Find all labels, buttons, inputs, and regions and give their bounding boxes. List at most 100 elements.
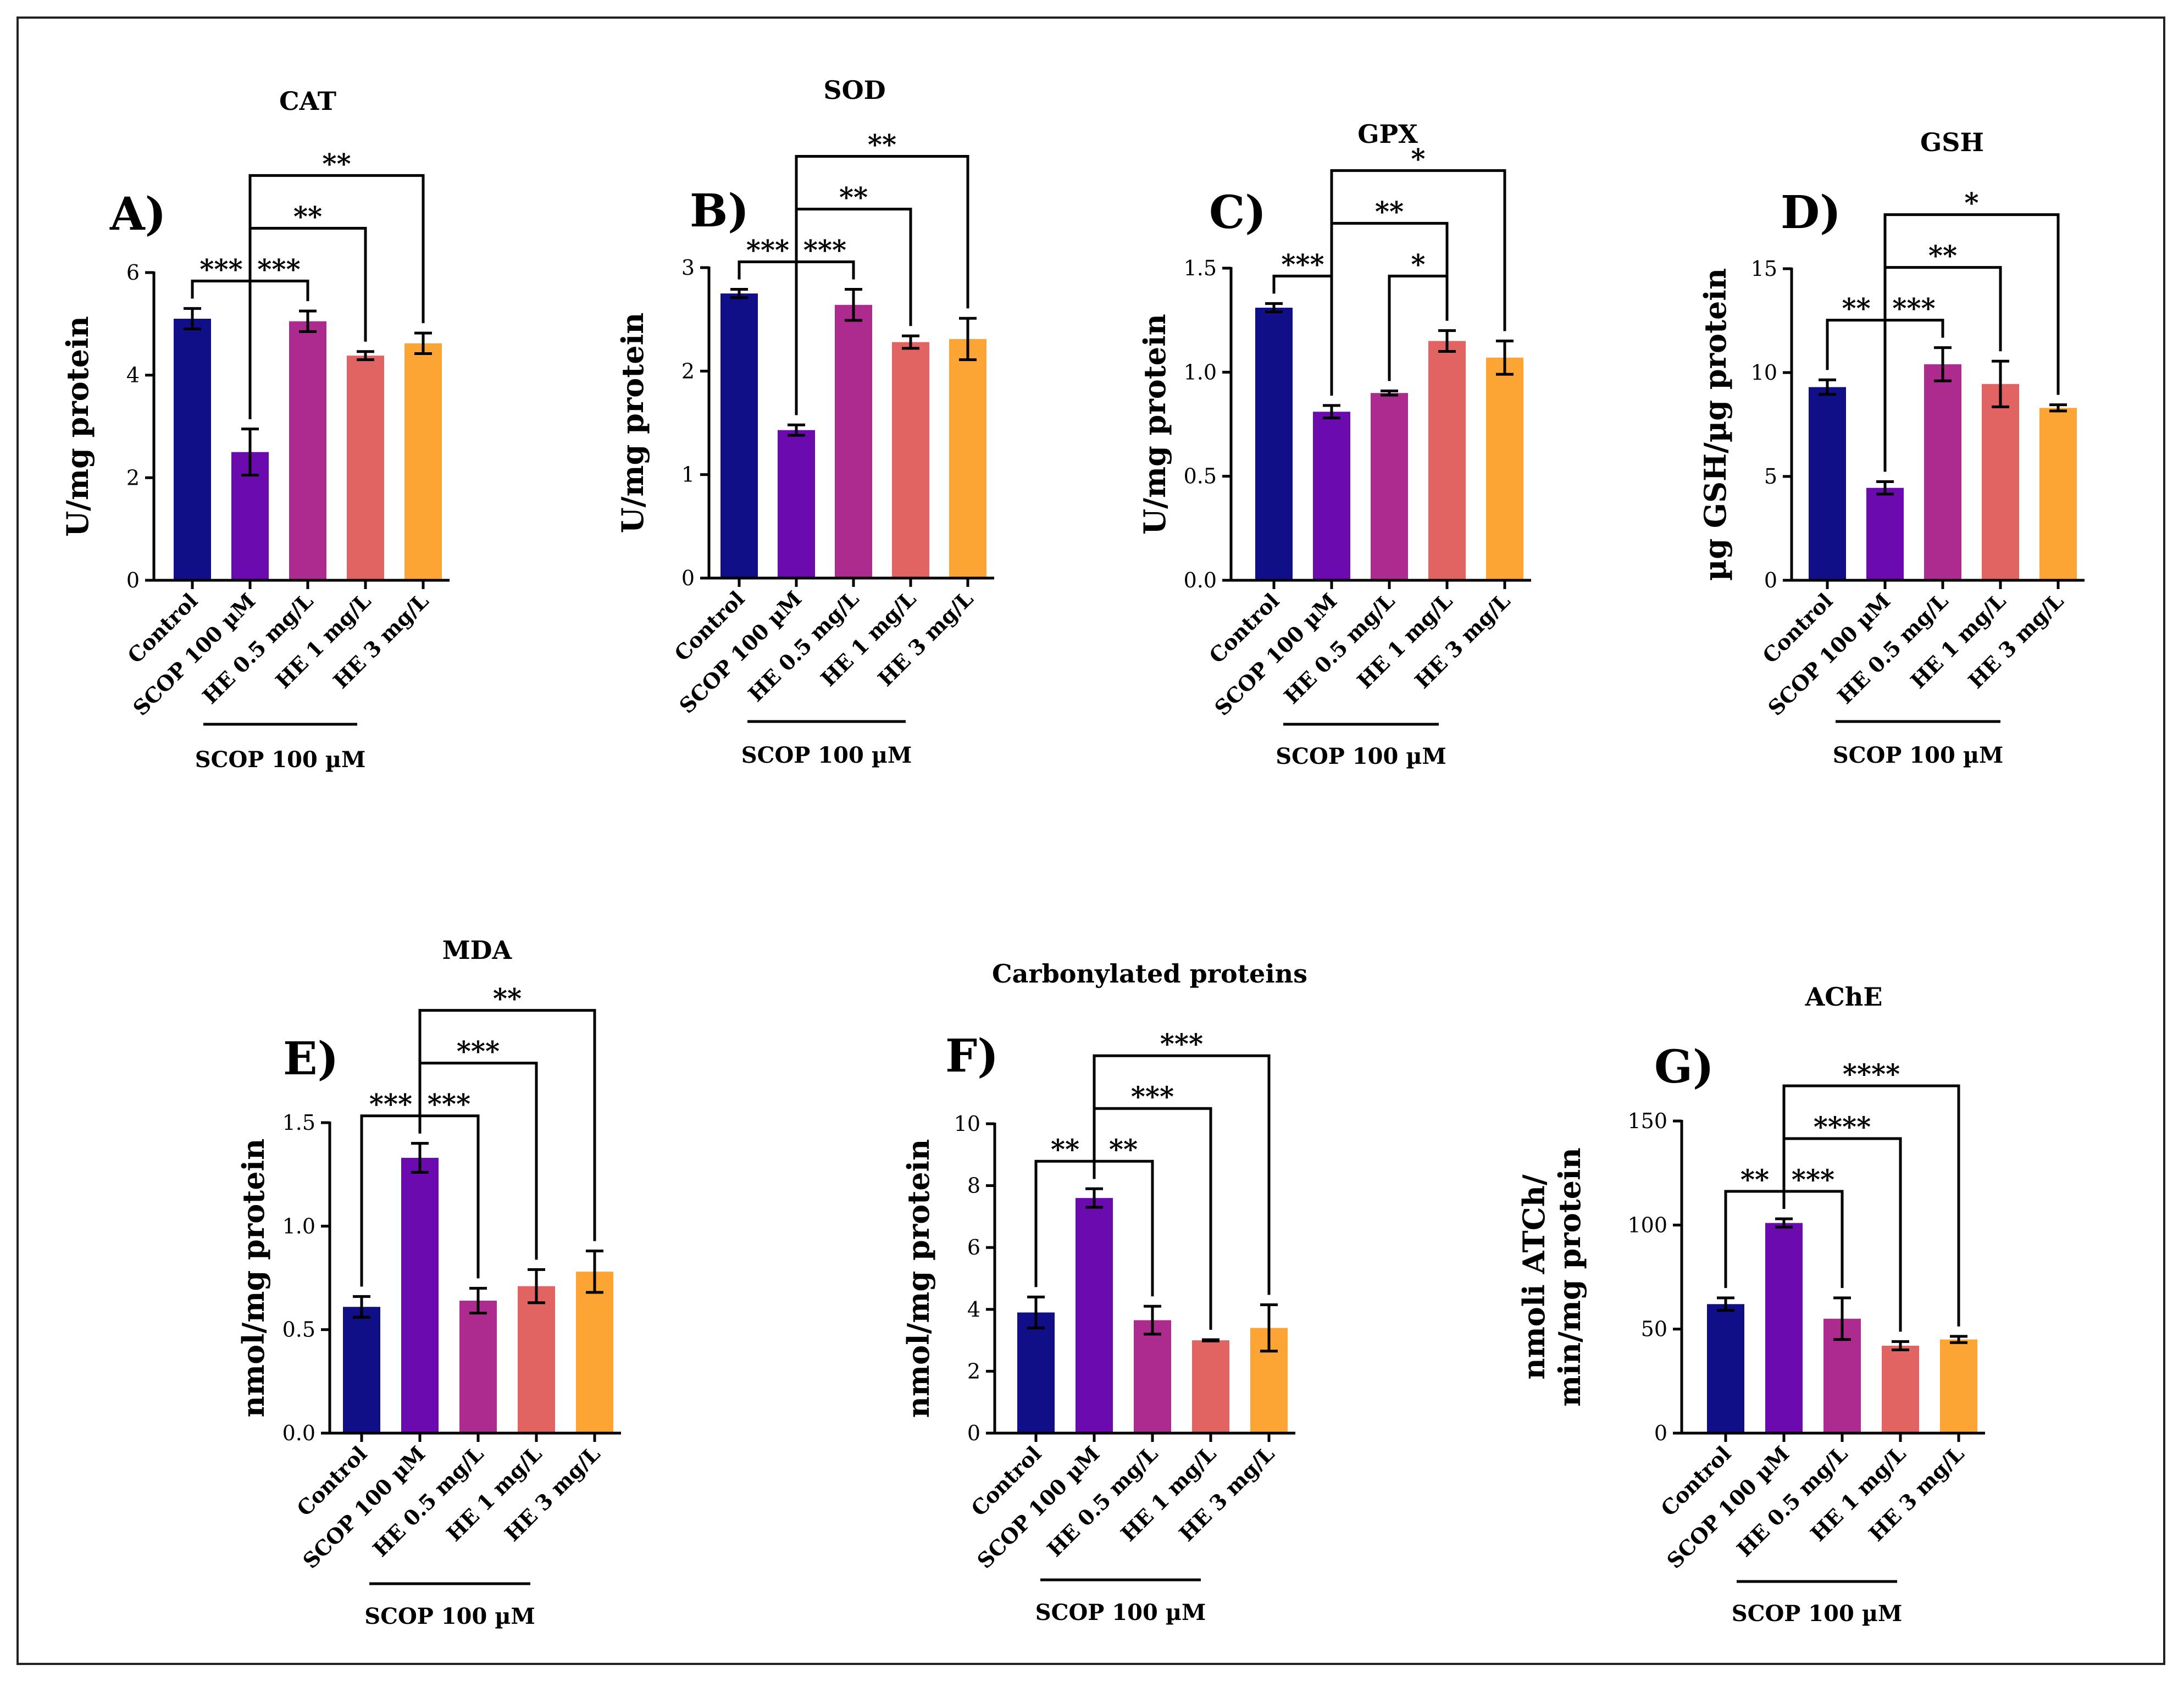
- significance-label: **: [322, 147, 351, 180]
- bar-4: [2039, 408, 2077, 580]
- significance-label: **: [293, 200, 322, 232]
- group-label: SCOP 100 µM: [1276, 743, 1446, 769]
- significance-label: **: [1051, 1133, 1079, 1166]
- bar-3: [1882, 1345, 1919, 1433]
- y-tick-label: 6: [126, 260, 140, 285]
- panel-letter: B): [690, 185, 749, 237]
- y-tick-label: 5: [1764, 464, 1777, 489]
- y-axis-label: U/mg protein: [60, 316, 95, 537]
- chart-title: GSH: [1920, 127, 1984, 157]
- bar-2: [289, 321, 326, 580]
- group-label: SCOP 100 µM: [1833, 742, 2004, 768]
- bar-1: [1765, 1223, 1803, 1433]
- significance-label: ***: [1160, 1028, 1203, 1060]
- y-axis-label: nmol/mg protein: [236, 1139, 271, 1418]
- y-axis-label: nmoli ATCh/: [1516, 1174, 1551, 1380]
- bar-0: [174, 319, 211, 580]
- significance-label: ***: [199, 253, 242, 285]
- significance-label: **: [868, 129, 896, 161]
- significance-label: ***: [1281, 248, 1324, 280]
- significance-label: ****: [1843, 1058, 1900, 1090]
- chart-title: MDA: [442, 935, 513, 965]
- group-label: SCOP 100 µM: [1732, 1601, 1903, 1627]
- group-label: SCOP 100 µM: [364, 1603, 535, 1629]
- y-tick-label: 0: [681, 566, 695, 590]
- bar-3: [518, 1286, 555, 1433]
- panel-letter: G): [1654, 1041, 1714, 1094]
- y-tick-label: 3: [681, 256, 695, 280]
- y-axis-label: U/mg protein: [615, 313, 650, 534]
- y-tick-label: 0: [967, 1421, 980, 1445]
- y-tick-label: 2: [681, 359, 695, 383]
- significance-label: ***: [1792, 1163, 1834, 1196]
- significance-bracket: [1093, 1054, 1271, 1295]
- panel-letter: A): [109, 188, 166, 241]
- chart-title: GPX: [1357, 119, 1418, 149]
- y-tick-label: 4: [126, 363, 140, 387]
- bar-3: [347, 356, 384, 580]
- y-tick-label: 1.0: [1184, 360, 1217, 384]
- bar-1: [778, 430, 815, 578]
- group-label: SCOP 100 µM: [195, 747, 366, 773]
- significance-label: ***: [257, 253, 300, 285]
- bar-0: [1707, 1304, 1744, 1433]
- significance-label: ***: [457, 1035, 500, 1068]
- significance-label: *: [1964, 187, 1978, 219]
- bar-1: [1866, 487, 1904, 580]
- significance-label: **: [1375, 195, 1404, 227]
- bar-2: [1924, 364, 1961, 580]
- y-axis-label: U/mg protein: [1137, 314, 1172, 535]
- significance-label: ***: [1892, 292, 1935, 325]
- y-tick-label: 15: [1751, 257, 1777, 281]
- bar-0: [343, 1307, 380, 1433]
- significance-label: **: [1109, 1133, 1138, 1166]
- bar-0: [1809, 387, 1846, 580]
- y-tick-label: 6: [967, 1235, 980, 1259]
- bar-2: [1134, 1320, 1171, 1433]
- panel-letter: C): [1209, 186, 1266, 239]
- y-tick-label: 10: [1751, 360, 1777, 385]
- y-tick-label: 1: [681, 463, 695, 487]
- chart-title: Carbonylated proteins: [992, 959, 1307, 989]
- panel-letter: F): [945, 1030, 999, 1083]
- figure-border: [16, 16, 2165, 1665]
- bar-2: [459, 1300, 497, 1433]
- bar-0: [1255, 307, 1293, 580]
- significance-bracket: [1782, 1084, 1960, 1327]
- y-tick-label: 0: [1654, 1421, 1667, 1445]
- y-tick-label: 1.0: [282, 1214, 315, 1238]
- significance-label: ***: [1131, 1080, 1174, 1113]
- y-tick-label: 2: [967, 1359, 980, 1383]
- panel-letter: E): [283, 1033, 339, 1085]
- y-tick-label: 150: [1627, 1109, 1667, 1133]
- bar-1: [1076, 1198, 1113, 1433]
- bar-3: [1192, 1340, 1229, 1433]
- y-tick-label: 1.5: [282, 1111, 315, 1135]
- chart-title: CAT: [279, 86, 336, 116]
- significance-bracket: [418, 1009, 596, 1241]
- chart-title: AChE: [1805, 982, 1883, 1012]
- panel-letter: D): [1781, 186, 1841, 239]
- bar-2: [1371, 393, 1408, 580]
- significance-label: *: [1411, 142, 1425, 175]
- significance-label: ***: [803, 234, 846, 267]
- y-tick-label: 2: [126, 465, 140, 490]
- significance-label: **: [493, 983, 522, 1015]
- group-label: SCOP 100 µM: [1035, 1600, 1206, 1625]
- y-tick-label: 0.5: [282, 1318, 315, 1342]
- y-tick-label: 0: [126, 568, 140, 592]
- group-label: SCOP 100 µM: [741, 742, 912, 768]
- y-tick-label: 0.0: [282, 1421, 315, 1445]
- significance-label: **: [839, 181, 868, 214]
- significance-label: ***: [428, 1088, 470, 1120]
- bar-4: [404, 343, 442, 580]
- bar-4: [1940, 1339, 1977, 1433]
- bar-0: [1017, 1312, 1055, 1433]
- significance-bracket: [1883, 213, 2060, 472]
- bar-0: [720, 293, 758, 578]
- significance-label: **: [1928, 240, 1957, 272]
